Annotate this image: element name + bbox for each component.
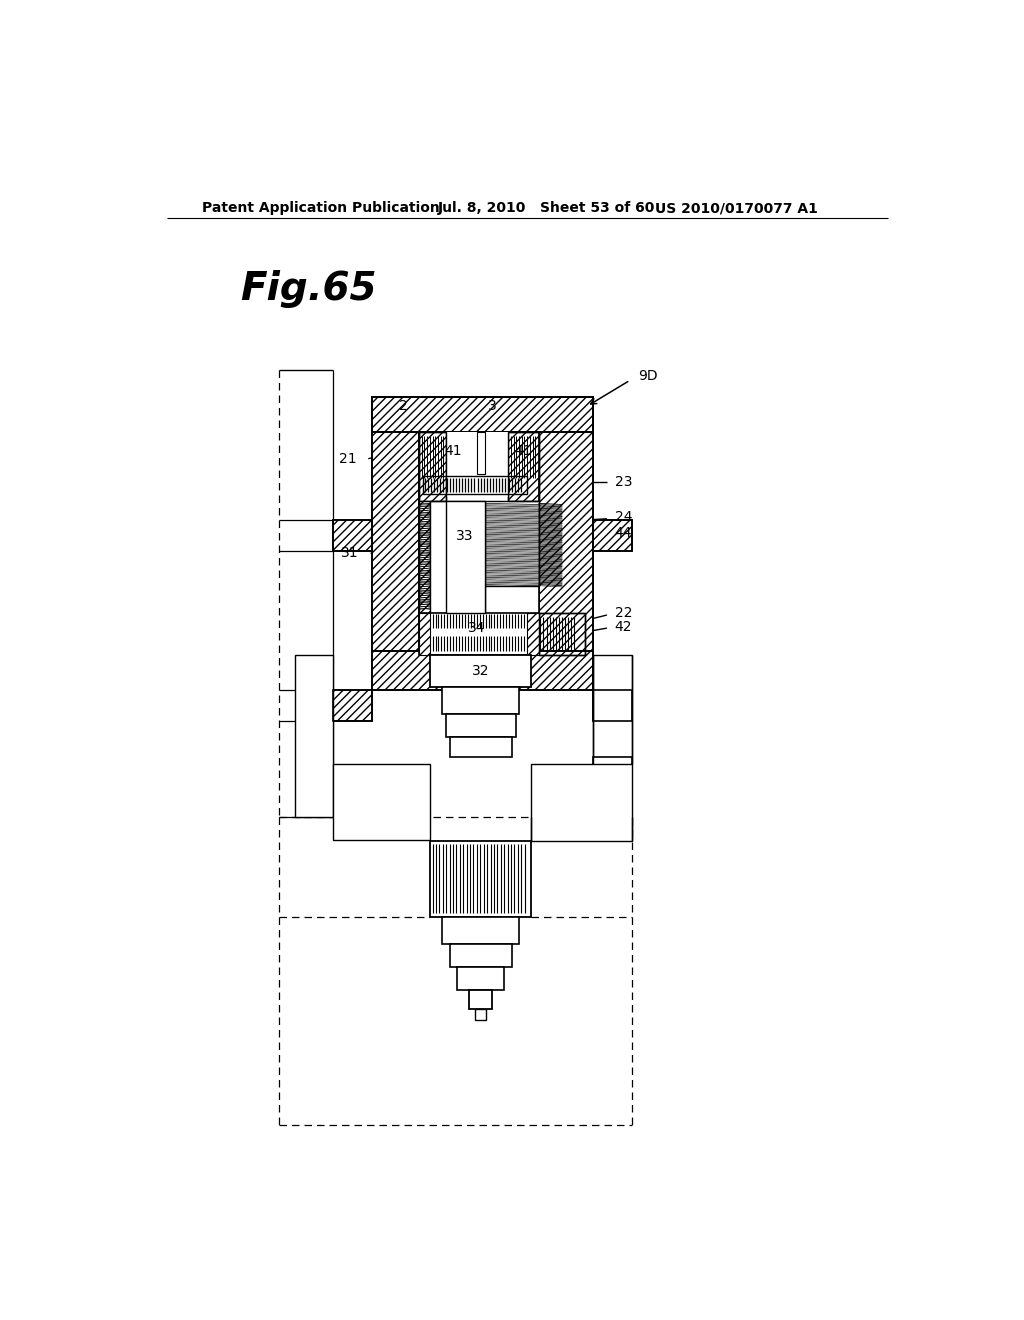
Bar [334,520,372,552]
Text: Fig.65: Fig.65 [241,271,377,309]
Bar [419,432,445,502]
Bar [508,432,539,502]
Bar [508,432,539,502]
Bar [458,966,504,990]
Bar [430,841,531,917]
Bar [593,689,632,721]
Bar [539,432,593,651]
Bar [295,655,334,817]
Bar [527,612,539,655]
Text: 22: 22 [614,606,632,620]
Bar [419,432,445,502]
Bar [539,612,586,655]
Bar [372,432,419,651]
Bar [450,944,512,966]
Bar [372,651,593,689]
Text: 42: 42 [614,619,632,634]
Bar [442,917,519,944]
Text: 9D: 9D [638,368,657,383]
Bar [334,520,372,552]
Text: 32: 32 [472,664,489,678]
Bar [469,990,493,1010]
Text: 44: 44 [614,525,632,540]
Bar [372,397,593,432]
Bar [477,432,484,474]
Text: 23: 23 [614,475,632,488]
Bar [430,655,531,688]
Bar [372,397,593,432]
Bar [539,432,593,651]
Bar [419,502,430,612]
Bar [334,689,372,721]
Bar [593,756,632,788]
Bar [445,714,515,738]
Bar [419,612,539,655]
Bar [450,738,512,756]
Bar [593,689,632,721]
Text: 41: 41 [514,444,532,458]
Bar [445,502,484,612]
Text: 24: 24 [614,511,632,524]
Bar [593,520,632,552]
Bar [484,502,539,586]
Bar [445,432,508,498]
Bar [334,764,430,840]
Text: 33: 33 [457,529,474,543]
Bar [419,432,539,651]
Bar [430,502,484,612]
Bar [372,651,593,689]
Bar [419,612,430,655]
Text: Patent Application Publication: Patent Application Publication [202,202,439,215]
Text: 3: 3 [487,400,497,413]
Text: 31: 31 [341,546,359,561]
Bar [423,475,527,494]
Bar [593,655,632,764]
Text: 41: 41 [444,444,462,458]
Bar [593,520,632,552]
Bar [539,612,586,655]
Text: 34: 34 [468,622,485,635]
Text: 2: 2 [398,400,408,413]
Bar [372,432,419,651]
Text: 21: 21 [339,451,356,466]
Text: Jul. 8, 2010   Sheet 53 of 60: Jul. 8, 2010 Sheet 53 of 60 [438,202,655,215]
Bar [442,688,519,714]
Bar [475,1010,486,1020]
Text: US 2010/0170077 A1: US 2010/0170077 A1 [655,202,818,215]
Bar [334,689,372,721]
Bar [531,764,632,841]
